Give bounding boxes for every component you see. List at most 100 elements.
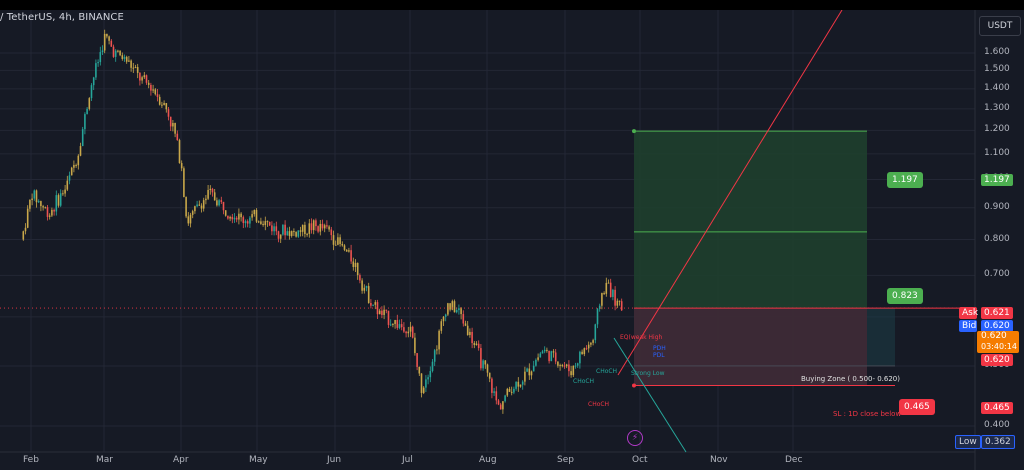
level-lines xyxy=(0,9,975,453)
candle-body-179 xyxy=(416,353,418,367)
candle-body-182 xyxy=(422,387,425,393)
candle-body-228 xyxy=(524,371,526,382)
candle-body-238 xyxy=(546,349,548,351)
candle-body-160 xyxy=(374,302,377,305)
candle-body-106 xyxy=(255,210,258,222)
candle-body-246 xyxy=(563,365,566,367)
candle-body-25 xyxy=(77,155,80,166)
symbol-title[interactable]: / TetherUS, 4h, BINANCE xyxy=(0,12,124,23)
candle-body-10 xyxy=(44,207,47,209)
candle-body-96 xyxy=(233,217,236,220)
top-strip xyxy=(0,0,1024,10)
candle-body-36 xyxy=(101,50,104,53)
candle-body-11 xyxy=(46,207,49,217)
candle-body-202 xyxy=(466,325,469,336)
candle-body-61 xyxy=(156,94,159,97)
stop-loss-label[interactable]: 0.465 xyxy=(899,399,935,415)
candle-body-159 xyxy=(372,304,374,306)
x-tick-nov: Nov xyxy=(710,455,728,465)
strong-low-note: Strong Low xyxy=(631,370,665,377)
candle-body-72 xyxy=(180,163,183,169)
candle-body-204 xyxy=(471,331,473,344)
candle-body-46 xyxy=(123,56,126,59)
candle-body-198 xyxy=(458,308,460,311)
candle-body-211 xyxy=(486,364,489,373)
candle-body-203 xyxy=(469,331,471,336)
candle-body-82 xyxy=(202,200,205,209)
candle-body-145 xyxy=(341,243,344,246)
candle-body-38 xyxy=(106,33,108,37)
x-tick-dec: Dec xyxy=(785,455,803,465)
candle-body-40 xyxy=(110,40,113,47)
lightning-icon[interactable]: ⚡ xyxy=(627,430,643,446)
candle-body-58 xyxy=(150,84,152,91)
candle-body-201 xyxy=(464,323,467,326)
candle-body-199 xyxy=(460,308,462,315)
candle-body-180 xyxy=(418,366,421,374)
candle-body-121 xyxy=(288,231,291,236)
candle-body-0 xyxy=(22,231,25,240)
candle-body-31 xyxy=(90,85,93,99)
candle-body-24 xyxy=(75,164,77,166)
candle-body-175 xyxy=(407,331,410,334)
candle-body-157 xyxy=(367,286,370,303)
candle-body-44 xyxy=(119,50,121,56)
ask-value: 0.621 xyxy=(981,307,1013,319)
stop-loss-note: SL : 1D close below xyxy=(833,410,902,418)
candle-countdown: 03:40:14 xyxy=(981,342,1017,351)
candle-body-239 xyxy=(548,350,550,362)
candle-body-263 xyxy=(601,293,603,306)
candle-body-188 xyxy=(436,349,438,351)
y-tick-0.800: 0.800 xyxy=(984,233,1010,244)
candle-body-139 xyxy=(328,226,330,230)
candle-body-141 xyxy=(332,235,335,245)
candle-body-250 xyxy=(572,365,575,376)
candle-body-137 xyxy=(323,225,326,229)
candle-body-76 xyxy=(189,214,192,224)
bid-value: 0.620 xyxy=(981,320,1013,332)
candle-body-270 xyxy=(616,300,619,306)
candle-body-74 xyxy=(185,196,187,217)
candle-body-51 xyxy=(134,67,137,69)
x-tick-apr: Apr xyxy=(173,455,189,465)
candle-body-249 xyxy=(570,371,572,376)
candle-body-234 xyxy=(537,357,539,360)
candle-body-214 xyxy=(493,391,495,393)
target-1-label[interactable]: 0.823 xyxy=(887,288,923,304)
target-2-label[interactable]: 1.197 xyxy=(887,172,923,188)
candle-body-135 xyxy=(319,223,322,232)
candle-body-177 xyxy=(411,326,414,338)
candle-body-143 xyxy=(337,237,339,245)
candle-body-232 xyxy=(532,365,535,372)
candle-body-15 xyxy=(55,195,58,212)
candle-body-206 xyxy=(475,343,478,346)
candle-body-32 xyxy=(92,77,95,86)
candle-body-7 xyxy=(37,201,40,203)
ask-label: Ask xyxy=(959,307,978,319)
candle-body-166 xyxy=(387,310,390,325)
candle-body-4 xyxy=(31,198,33,200)
candle-body-42 xyxy=(114,50,117,57)
candle-body-89 xyxy=(218,200,220,206)
candle-body-77 xyxy=(191,211,194,215)
y-tick-1.600: 1.600 xyxy=(984,47,1010,57)
candle-body-259 xyxy=(592,340,594,343)
candle-body-217 xyxy=(499,404,502,410)
candle-body-86 xyxy=(211,188,214,193)
axis-tag-entry: 0.620 xyxy=(981,354,1013,366)
currency-button[interactable]: USDT xyxy=(979,16,1021,36)
candle-body-136 xyxy=(321,223,324,229)
candle-body-162 xyxy=(378,310,381,315)
candle-body-127 xyxy=(301,224,304,232)
candle-body-209 xyxy=(482,360,484,369)
candle-body-60 xyxy=(154,89,157,95)
target-zone xyxy=(634,131,867,309)
candle-body-92 xyxy=(224,210,227,216)
candle-body-84 xyxy=(207,189,209,199)
candle-body-109 xyxy=(262,223,264,225)
candle-body-271 xyxy=(618,300,621,302)
candle-body-221 xyxy=(508,388,511,392)
candle-body-156 xyxy=(365,286,368,288)
candle-body-113 xyxy=(271,225,273,232)
